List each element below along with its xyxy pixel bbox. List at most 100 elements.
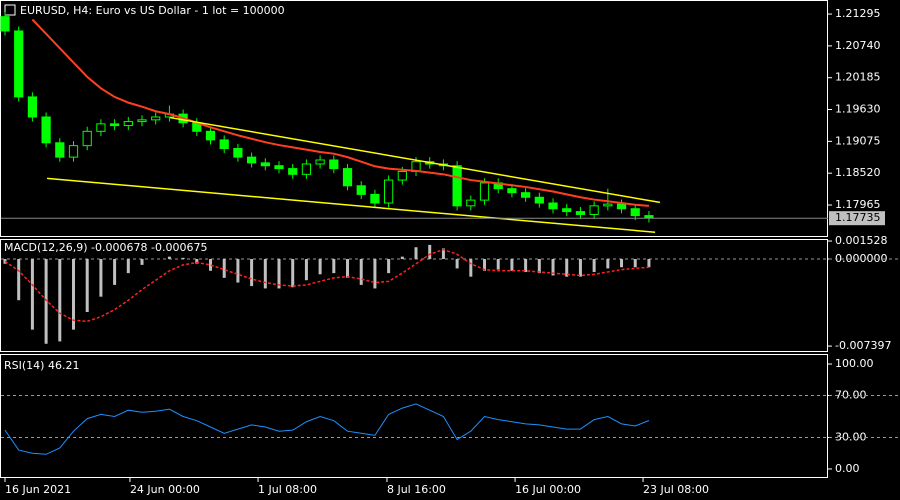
macd-bar <box>455 259 459 269</box>
macd-bar <box>250 259 254 287</box>
y-tick-label: 1.21295 <box>835 7 881 20</box>
candle-body <box>589 205 599 215</box>
macd-bar <box>537 259 541 274</box>
candle-body <box>151 116 161 121</box>
moving-average <box>31 18 650 207</box>
macd-bar <box>346 259 350 278</box>
macd-bar <box>647 259 651 268</box>
macd-bar <box>359 259 363 285</box>
macd-bar <box>414 247 418 260</box>
rsi-line <box>4 403 650 455</box>
macd-bar <box>85 259 89 312</box>
macd-bar <box>524 259 528 272</box>
macd-bar <box>510 259 514 271</box>
macd-bar <box>44 259 48 344</box>
candle-body <box>479 182 490 201</box>
candle-body <box>329 159 339 170</box>
macd-title: MACD(12,26,9) -0.000678 -0.000675 <box>4 241 207 254</box>
candle-body <box>521 192 531 198</box>
candle-body <box>562 208 572 213</box>
macd-bar <box>30 259 34 330</box>
candle-body <box>260 162 270 167</box>
macd-bar <box>181 257 185 260</box>
candle-body <box>109 123 120 127</box>
rsi-title: RSI(14) 46.21 <box>4 359 79 372</box>
y-tick-label: 100.00 <box>835 357 874 370</box>
macd-bar <box>592 259 596 272</box>
macd-bar <box>304 259 308 281</box>
y-tick-label: 1.17965 <box>835 198 881 211</box>
candle-body <box>342 168 353 187</box>
candle-body <box>14 30 24 98</box>
y-tick-label: 0.001528 <box>835 234 888 247</box>
y-tick-label: 1.20185 <box>835 71 881 84</box>
macd-bar <box>126 259 130 274</box>
candle-body <box>123 121 133 127</box>
candle-body <box>82 130 92 147</box>
candle-body <box>219 139 229 150</box>
main-panel-border <box>0 0 828 237</box>
y-tick-label: 1.19075 <box>835 134 881 147</box>
x-tick-label: 24 Jun 00:00 <box>130 483 200 496</box>
macd-bar <box>113 259 117 285</box>
macd-bar <box>222 259 226 278</box>
candle-body <box>137 119 147 123</box>
candle-body <box>630 208 640 217</box>
macd-bar <box>483 259 487 271</box>
candle-body <box>548 202 558 210</box>
y-tick-label: 1.20740 <box>835 39 881 52</box>
x-tick-label: 8 Jul 16:00 <box>387 483 446 496</box>
macd-bar <box>633 259 637 268</box>
candle-body <box>205 130 216 141</box>
candle-body <box>41 116 51 144</box>
candle-body <box>397 170 407 181</box>
candle-body <box>55 142 65 158</box>
x-tick-label: 23 Jul 08:00 <box>643 483 709 496</box>
candle-body <box>274 165 284 170</box>
y-tick-label: -0.007397 <box>835 339 891 352</box>
macd-bar <box>387 259 391 274</box>
candle-body <box>384 179 394 204</box>
candle-body <box>644 215 654 219</box>
last-price-box <box>829 211 885 226</box>
candle-body <box>534 196 544 204</box>
candle-body <box>68 145 79 158</box>
macd-bar <box>373 259 377 289</box>
macd-bar <box>99 259 103 297</box>
candle-body <box>233 148 243 158</box>
macd-bar <box>565 259 569 277</box>
candle-body <box>27 96 38 118</box>
candle-body <box>575 211 586 215</box>
macd-bar <box>400 256 404 260</box>
symbol-icon <box>4 4 16 16</box>
rsi-panel-border <box>0 354 828 478</box>
macd-bar <box>620 259 624 268</box>
candle-body <box>507 188 517 194</box>
macd-bar <box>551 259 555 276</box>
candle-body <box>301 163 312 175</box>
candle-body <box>96 123 106 132</box>
x-tick-label: 1 Jul 08:00 <box>258 483 317 496</box>
y-tick-label: 0.00 <box>835 462 860 475</box>
macd-bar <box>236 259 240 283</box>
macd-bar <box>263 259 267 289</box>
macd-bar <box>3 259 7 264</box>
candle-body <box>452 165 462 207</box>
candle-body <box>466 199 476 207</box>
x-tick-label: 16 Jun 2021 <box>5 483 71 496</box>
last-price-label: 1.17735 <box>835 211 881 224</box>
macd-bar <box>58 259 62 342</box>
macd-bar <box>195 259 199 264</box>
macd-panel-border <box>0 239 828 352</box>
macd-bar <box>277 259 281 289</box>
macd-bar <box>291 259 295 288</box>
candle-body <box>370 193 380 204</box>
x-tick-label: 16 Jul 00:00 <box>515 483 581 496</box>
y-tick-label: 1.18520 <box>835 166 881 179</box>
candle-body <box>315 159 325 165</box>
macd-bar <box>428 244 432 260</box>
macd-bar <box>496 259 500 270</box>
trendline <box>169 116 661 204</box>
macd-bar <box>578 259 582 277</box>
